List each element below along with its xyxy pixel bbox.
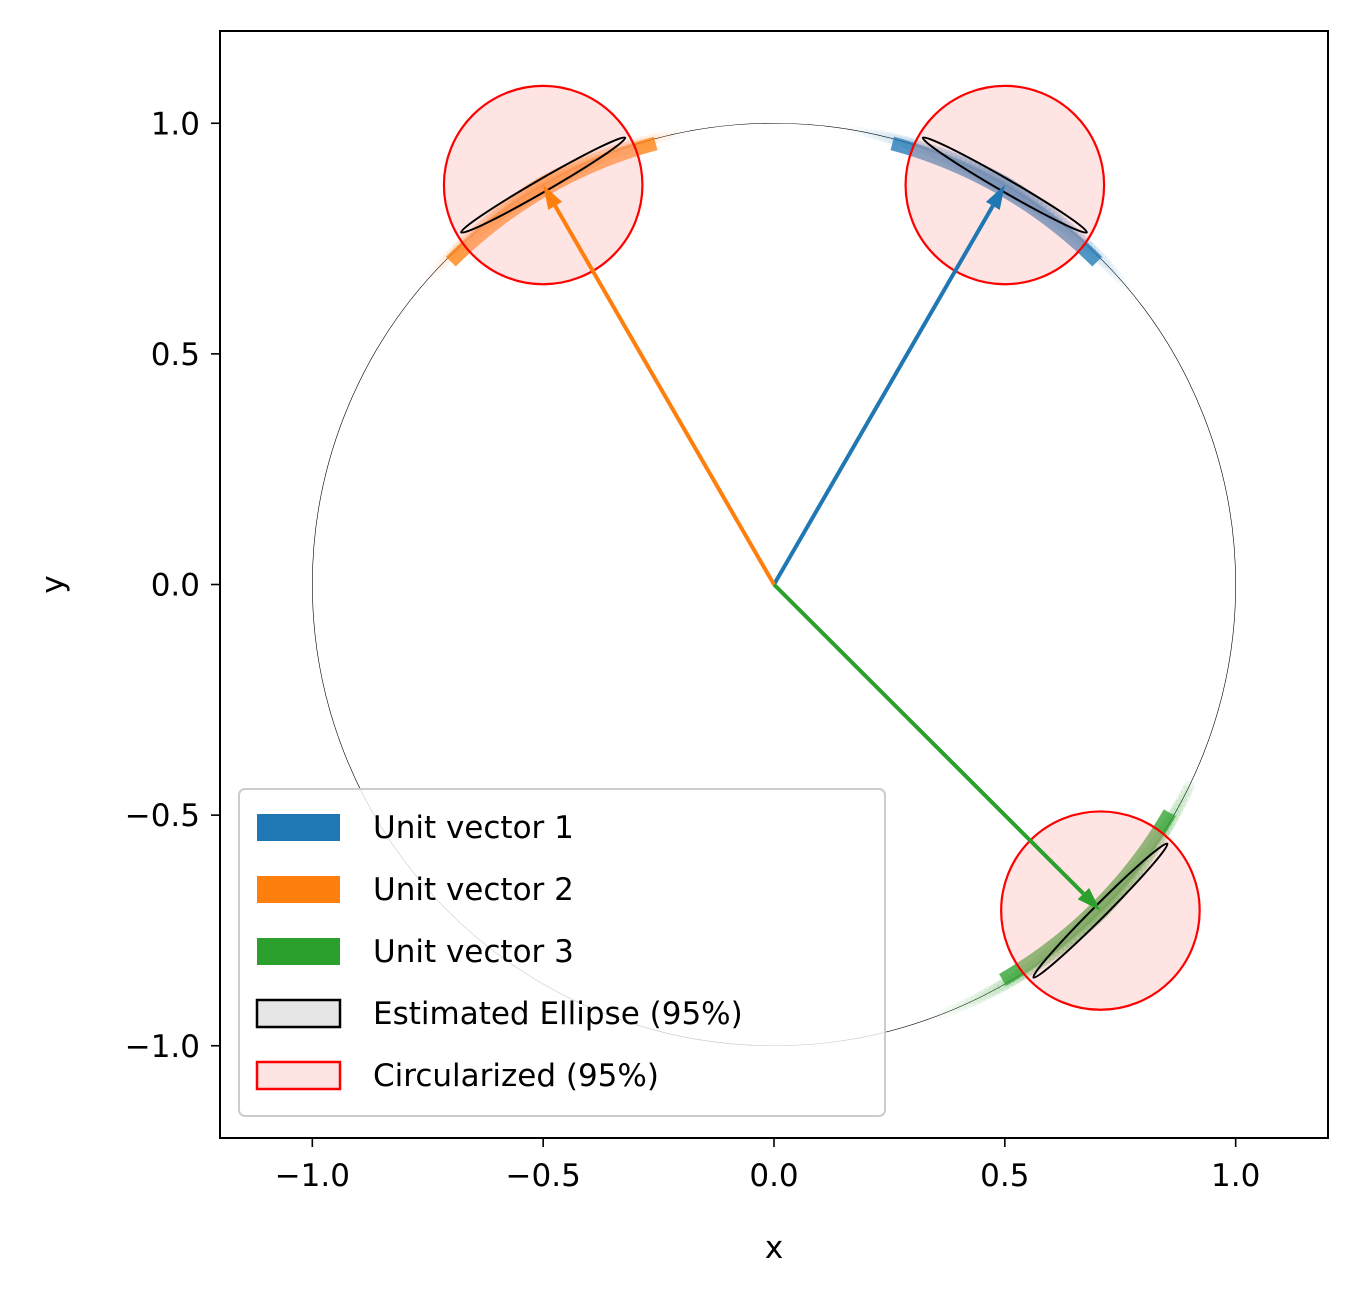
- sample-point: [992, 980, 1006, 994]
- plot-area: [312, 84, 1236, 1047]
- x-tick-label: 0.0: [749, 1158, 798, 1194]
- sample-point: [955, 1000, 967, 1012]
- vector-shaft-2: [553, 204, 776, 586]
- sample-point: [882, 131, 894, 144]
- legend: Unit vector 1 Unit vector 2 Unit vector 3 E…: [238, 788, 886, 1117]
- vector-head-3: [1077, 887, 1101, 911]
- legend-swatch: [255, 1060, 342, 1091]
- x-axis-label: x: [765, 1230, 783, 1266]
- legend-box: [238, 788, 886, 1117]
- sample-point: [1183, 780, 1195, 793]
- sample-point: [950, 1002, 962, 1014]
- sample-point: [436, 258, 448, 270]
- sample-point: [1098, 256, 1111, 269]
- sample-point: [978, 988, 992, 1001]
- sample-point: [974, 991, 987, 1004]
- x-tick-label: −0.5: [506, 1158, 581, 1194]
- y-tick-label: −0.5: [125, 798, 200, 834]
- sample-point: [1175, 794, 1188, 808]
- sample-core-3: [999, 809, 1176, 986]
- sample-point: [1180, 785, 1193, 798]
- vector-shaft-3: [772, 583, 1085, 896]
- sample-point: [1102, 260, 1114, 272]
- legend-label: Circularized (95%): [373, 1058, 659, 1094]
- legend-label: Estimated Ellipse (95%): [373, 996, 743, 1032]
- sample-point: [983, 986, 996, 999]
- y-tick-label: 1.0: [151, 106, 200, 142]
- sample-point: [965, 996, 977, 1008]
- axes: −1.0 −0.5 0.0 0.5 1.0 −1.0 −0.5 0.0 0.5 1.0 x y: [35, 30, 1329, 1266]
- y-tick-label: 0.5: [151, 337, 200, 373]
- legend-swatch: [257, 814, 340, 841]
- sample-point: [1178, 790, 1191, 803]
- legend-swatch: [255, 998, 342, 1029]
- sample-point: [1172, 799, 1186, 812]
- sample-point: [877, 130, 889, 142]
- legend-label: Unit vector 3: [373, 934, 574, 970]
- sample-point: [656, 131, 668, 143]
- vector-head-1: [985, 185, 1005, 210]
- sample-point: [652, 132, 664, 144]
- legend-label: Unit vector 2: [373, 872, 574, 908]
- sample-point: [867, 128, 879, 140]
- x-tick-label: 0.5: [980, 1158, 1029, 1194]
- y-tick-label: 0.0: [151, 568, 200, 604]
- legend-swatch: [257, 938, 340, 965]
- x-tick-label: −1.0: [275, 1158, 350, 1194]
- sample-point: [1109, 268, 1121, 279]
- y-tick-label: −1.0: [125, 1029, 200, 1065]
- sample-point: [834, 123, 843, 132]
- vector-head-2: [543, 185, 563, 210]
- sample-point: [988, 983, 1001, 997]
- y-axis-label: y: [35, 575, 71, 593]
- sample-point: [416, 284, 425, 293]
- x-tick-label: 1.0: [1211, 1158, 1260, 1194]
- sample-point: [960, 998, 972, 1010]
- legend-label: Unit vector 1: [373, 810, 574, 846]
- sample-point: [872, 129, 884, 141]
- vector-shaft-1: [772, 204, 995, 586]
- circularized-circle-1: [904, 84, 1106, 286]
- sample-point: [1170, 803, 1184, 817]
- sample-point: [1105, 264, 1118, 276]
- legend-swatch: [257, 876, 340, 903]
- sample-point: [969, 993, 982, 1006]
